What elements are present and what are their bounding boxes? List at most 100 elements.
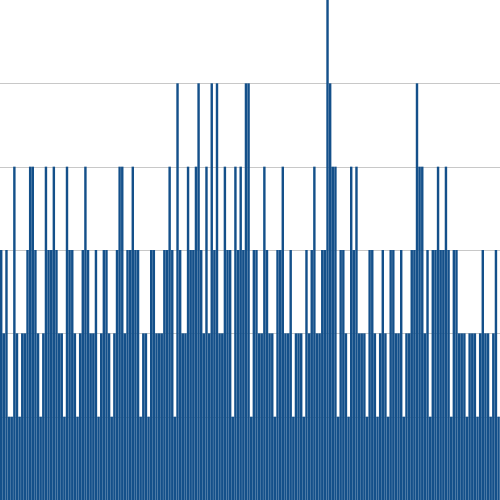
bar-77 <box>200 250 203 500</box>
bar-161 <box>421 166 424 500</box>
bar-28 <box>71 250 74 500</box>
bar-153 <box>400 250 403 500</box>
bar-68 <box>176 83 179 500</box>
bar-10 <box>23 333 27 500</box>
bar-168 <box>439 250 442 500</box>
bar-88 <box>228 250 232 500</box>
bar-115 <box>300 333 303 500</box>
bar-142 <box>371 250 374 500</box>
bar-13 <box>31 166 34 500</box>
bar-19 <box>47 250 50 500</box>
bar-78 <box>202 333 206 500</box>
bar-149 <box>389 250 392 500</box>
bar-147 <box>384 333 387 500</box>
bar-130 <box>339 250 342 500</box>
bar-181 <box>473 333 477 500</box>
bar-85 <box>221 333 224 500</box>
bar-131 <box>342 250 345 500</box>
bar-96 <box>250 416 253 500</box>
bar-20 <box>50 250 53 500</box>
bar-93 <box>242 250 245 500</box>
bar-1 <box>0 250 3 500</box>
bar-45 <box>115 250 119 500</box>
bar-118 <box>307 333 311 500</box>
bar-64 <box>165 250 169 500</box>
bar-16 <box>39 416 42 500</box>
bar-15 <box>36 333 40 500</box>
bar-22 <box>55 250 58 500</box>
bar-41 <box>105 250 108 500</box>
bar-165 <box>431 250 434 500</box>
bar-33 <box>84 166 87 500</box>
bar-174 <box>455 250 458 500</box>
bar-107 <box>278 250 282 500</box>
bar-132 <box>344 333 348 500</box>
bar-81 <box>210 83 213 500</box>
bar-23 <box>57 333 61 500</box>
bar-58 <box>150 250 153 500</box>
bar-176 <box>460 333 463 500</box>
bar-94 <box>244 83 248 500</box>
bar-186 <box>486 333 490 500</box>
bar-123 <box>321 250 324 500</box>
bar-113 <box>294 333 298 500</box>
bar-162 <box>423 333 427 500</box>
bar-71 <box>184 333 187 500</box>
bar-75 <box>194 166 198 500</box>
bar-11 <box>26 250 29 500</box>
bar-152 <box>397 333 400 500</box>
bar-27 <box>68 250 71 500</box>
bar-109 <box>284 333 287 500</box>
bar-25 <box>63 416 66 500</box>
bar-144 <box>376 416 379 500</box>
bar-158 <box>413 250 416 500</box>
bar-166 <box>434 250 437 500</box>
bar-79 <box>205 166 208 500</box>
bar-48 <box>123 333 127 500</box>
bar-47 <box>121 166 124 500</box>
bar-72 <box>186 166 190 500</box>
bar-187 <box>489 416 492 500</box>
bar-140 <box>365 416 369 500</box>
bar-184 <box>481 250 484 500</box>
bar-134 <box>350 166 353 500</box>
bar-39 <box>100 333 103 500</box>
bar-52 <box>134 250 137 500</box>
bar-133 <box>347 416 350 500</box>
bar-185 <box>484 333 487 500</box>
bar-4 <box>7 416 11 500</box>
bar-137 <box>357 333 361 500</box>
bar-8 <box>18 416 21 500</box>
bar-145 <box>378 333 382 500</box>
bar-31 <box>78 333 82 500</box>
bar-151 <box>394 333 398 500</box>
bar-173 <box>452 250 456 500</box>
bar-92 <box>239 166 242 500</box>
bar-37 <box>94 250 98 500</box>
bar-100 <box>260 333 263 500</box>
bar-46 <box>118 166 121 500</box>
bar-2 <box>2 333 6 500</box>
bar-128 <box>334 166 337 500</box>
bar-44 <box>113 333 116 500</box>
bar-159 <box>415 83 419 500</box>
bar-26 <box>65 166 69 500</box>
bar-56 <box>144 333 148 500</box>
bar-63 <box>163 250 166 500</box>
bar-155 <box>405 333 408 500</box>
bar-111 <box>289 250 292 500</box>
bar-179 <box>468 333 471 500</box>
bar-139 <box>363 333 366 500</box>
bar-119 <box>310 250 313 500</box>
bar-175 <box>457 333 461 500</box>
bar-54 <box>139 416 142 500</box>
bar-42 <box>107 333 111 500</box>
bar-59 <box>152 250 156 500</box>
bar-135 <box>352 250 356 500</box>
bar-105 <box>273 416 277 500</box>
bar-83 <box>215 83 219 500</box>
bar-120 <box>313 166 316 500</box>
bar-143 <box>373 333 377 500</box>
